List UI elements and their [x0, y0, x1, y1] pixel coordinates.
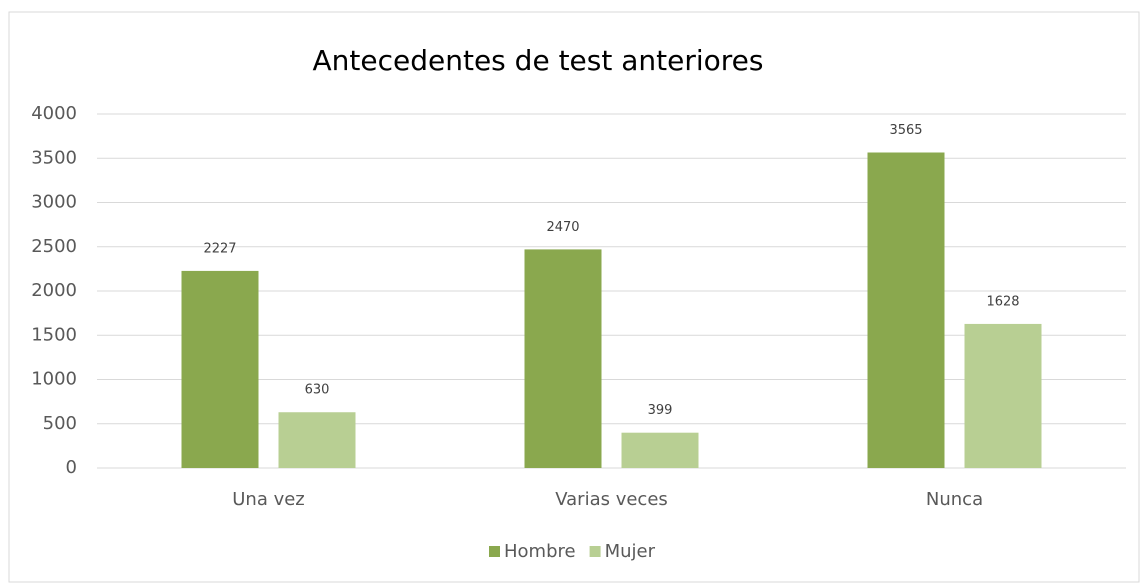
y-tick-label: 500: [43, 413, 77, 434]
y-tick-label: 4000: [31, 103, 77, 124]
y-tick-label: 1000: [31, 369, 77, 390]
legend-swatch: [489, 546, 500, 557]
data-label: 2227: [203, 241, 236, 256]
y-tick-label: 2000: [31, 280, 77, 301]
data-label: 399: [648, 403, 673, 418]
y-tick-label: 1500: [31, 324, 77, 345]
y-tick-label: 2500: [31, 236, 77, 257]
legend-label: Hombre: [504, 541, 576, 562]
bar: [524, 249, 602, 468]
y-tick-label: 3500: [31, 147, 77, 168]
bar: [278, 412, 356, 468]
bar: [621, 432, 699, 468]
data-label: 2470: [546, 220, 579, 235]
chart-title: Antecedentes de test anteriores: [313, 44, 764, 77]
legend-swatch: [589, 546, 601, 557]
x-tick-label: Una vez: [232, 489, 305, 510]
y-tick-label: 0: [66, 457, 77, 478]
data-label: 3565: [889, 123, 922, 138]
bar: [964, 323, 1042, 468]
bar: [867, 152, 945, 468]
legend-label: Mujer: [605, 541, 656, 562]
bar: [181, 270, 259, 468]
x-tick-label: Nunca: [926, 489, 983, 510]
data-label: 630: [305, 383, 330, 398]
x-tick-label: Varias veces: [555, 489, 668, 510]
y-tick-label: 3000: [31, 192, 77, 213]
data-label: 1628: [986, 294, 1019, 309]
